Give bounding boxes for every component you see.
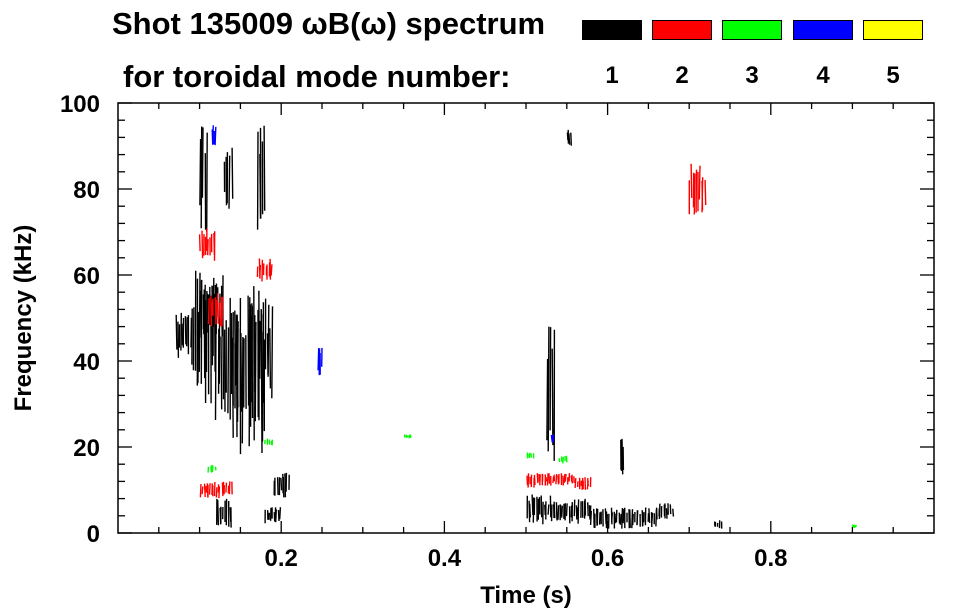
mode-2-blob-2 (256, 258, 273, 282)
y-tick-label: 100 (60, 91, 100, 118)
mode-3-blob-5 (852, 524, 857, 529)
x-tick-label: 0.6 (591, 545, 624, 572)
mode-4-blob-2 (550, 434, 555, 443)
mode-2-blob-0 (198, 228, 216, 261)
chart-title: Shot 135009 ωB(ω) spectrum (112, 6, 546, 41)
x-tick-label: 0.4 (428, 545, 462, 572)
mode-4-blob-0 (317, 347, 323, 376)
mode-1-blob-5 (249, 298, 274, 403)
x-tick-label: 0.2 (265, 545, 298, 572)
legend-swatch-4 (793, 20, 853, 40)
mode-4-blob-1 (211, 125, 217, 146)
mode-1-blob-9 (273, 472, 290, 498)
mode-1-blob-12 (526, 494, 552, 525)
mode-1-blob-10 (264, 507, 282, 524)
mode-2-blob-4 (533, 473, 575, 486)
mode-2-blob-3 (526, 473, 535, 488)
y-tick-label: 60 (73, 263, 100, 290)
legend-label-1: 1 (605, 62, 619, 89)
x-axis-title: Time (s) (480, 582, 572, 609)
mode-1-blob-19 (714, 520, 723, 529)
x-tick-label: 0.8 (754, 545, 787, 572)
mode-1-blob-13 (550, 498, 592, 524)
legend-swatch-5 (863, 20, 923, 40)
mode-3-blob-3 (264, 438, 273, 446)
mode-1-blob-18 (620, 438, 625, 475)
mode-2-blob-1 (207, 293, 224, 327)
legend-swatch-1 (582, 20, 642, 40)
mode-1-blob-11 (216, 498, 232, 528)
mode-1-blob-6 (199, 126, 208, 232)
spectrum-marks (175, 125, 857, 529)
axis-ticks: 0.2 0.4 0.6 0.8 0 20 40 60 80 100 (60, 91, 934, 572)
mode-1-blob-17 (566, 129, 572, 146)
y-axis-title: Frequency (kHz) (10, 225, 37, 412)
legend-label-2: 2 (675, 62, 689, 89)
mode-1-blob-7 (223, 147, 234, 209)
legend-swatch-3 (722, 20, 782, 40)
mode-3-blob-4 (403, 434, 412, 439)
mode-1-blob-0 (175, 312, 193, 358)
y-tick-label: 80 (73, 177, 100, 204)
y-tick-label: 20 (73, 435, 100, 462)
legend-swatch-2 (652, 20, 712, 40)
mode-2-blob-5 (574, 477, 592, 490)
legend-label-3: 3 (745, 62, 759, 89)
mode-3-blob-2 (207, 464, 217, 473)
chart-subtitle: for toroidal mode number: (123, 59, 511, 94)
mode-1-blob-14 (589, 507, 658, 529)
y-tick-label: 0 (87, 521, 100, 548)
mode-1-blob-8 (256, 125, 266, 230)
mode-3-blob-1 (558, 455, 568, 464)
legend-label-5: 5 (886, 62, 900, 89)
mode-2-blob-6 (688, 163, 707, 215)
y-tick-label: 40 (73, 349, 100, 376)
legend-label-4: 4 (816, 62, 830, 89)
mode-3-blob-0 (526, 452, 535, 459)
mode-1-blob-16 (546, 326, 556, 461)
mode-1-blob-15 (655, 503, 675, 520)
mode-2-blob-7 (199, 481, 233, 499)
